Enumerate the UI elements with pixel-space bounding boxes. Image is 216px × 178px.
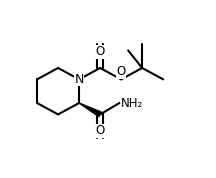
Text: O: O [116, 66, 126, 78]
Text: NH₂: NH₂ [121, 96, 143, 109]
Text: O: O [95, 45, 105, 58]
Text: N: N [74, 73, 84, 86]
Polygon shape [79, 103, 101, 117]
Text: O: O [95, 124, 105, 137]
